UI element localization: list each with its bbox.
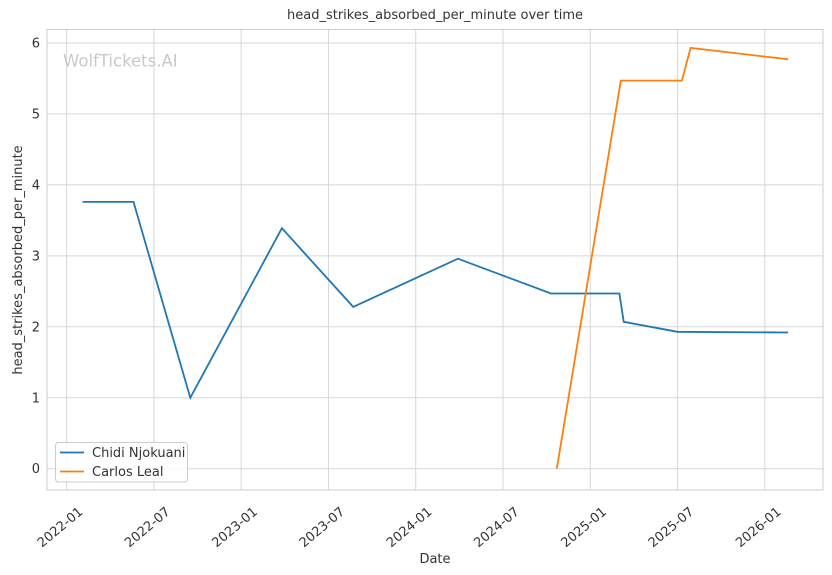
y-tick-label: 3 <box>32 249 40 264</box>
x-tick-label: 2023-01 <box>209 505 260 551</box>
y-tick-label: 0 <box>32 462 40 477</box>
y-tick-label: 6 <box>32 36 40 51</box>
series-lines <box>82 46 789 469</box>
x-tick-labels: 2022-01 2022-07 2023-01 2023-07 2024-01 2024-… <box>35 505 784 551</box>
series-line-chidi-njokuani <box>82 200 789 401</box>
y-tick-labels: 0 1 2 3 4 5 6 <box>32 36 40 477</box>
y-tick-label: 1 <box>32 391 40 406</box>
x-tick-label: 2025-07 <box>646 505 697 551</box>
plot-area <box>47 29 823 490</box>
x-tick-label: 2026-01 <box>733 505 784 551</box>
series-line-carlos-leal <box>555 46 789 469</box>
legend-label-chidi-njokuani: Chidi Njokuani <box>92 446 185 461</box>
y-tick-label: 4 <box>32 178 40 193</box>
watermark: WolfTickets.AI <box>63 52 178 71</box>
y-tick-label: 2 <box>32 320 40 335</box>
x-tick-label: 2023-07 <box>297 505 348 551</box>
y-tick-label: 5 <box>32 107 40 122</box>
chart-title: head_strikes_absorbed_per_minute over ti… <box>287 8 583 23</box>
x-tick-label: 2024-01 <box>384 505 435 551</box>
x-tick-label: 2025-01 <box>559 505 610 551</box>
x-axis-label: Date <box>419 552 450 567</box>
x-tick-label: 2022-07 <box>122 505 173 551</box>
x-tick-label: 2022-01 <box>35 505 86 551</box>
legend-label-carlos-leal: Carlos Leal <box>92 465 163 480</box>
grid <box>47 29 823 490</box>
x-tick-label: 2024-07 <box>471 505 522 551</box>
legend: Chidi Njokuani Carlos Leal <box>55 442 188 483</box>
legend-box <box>55 442 188 483</box>
y-axis-label: head_strikes_absorbed_per_minute <box>11 145 26 374</box>
plot-border <box>46 29 824 491</box>
